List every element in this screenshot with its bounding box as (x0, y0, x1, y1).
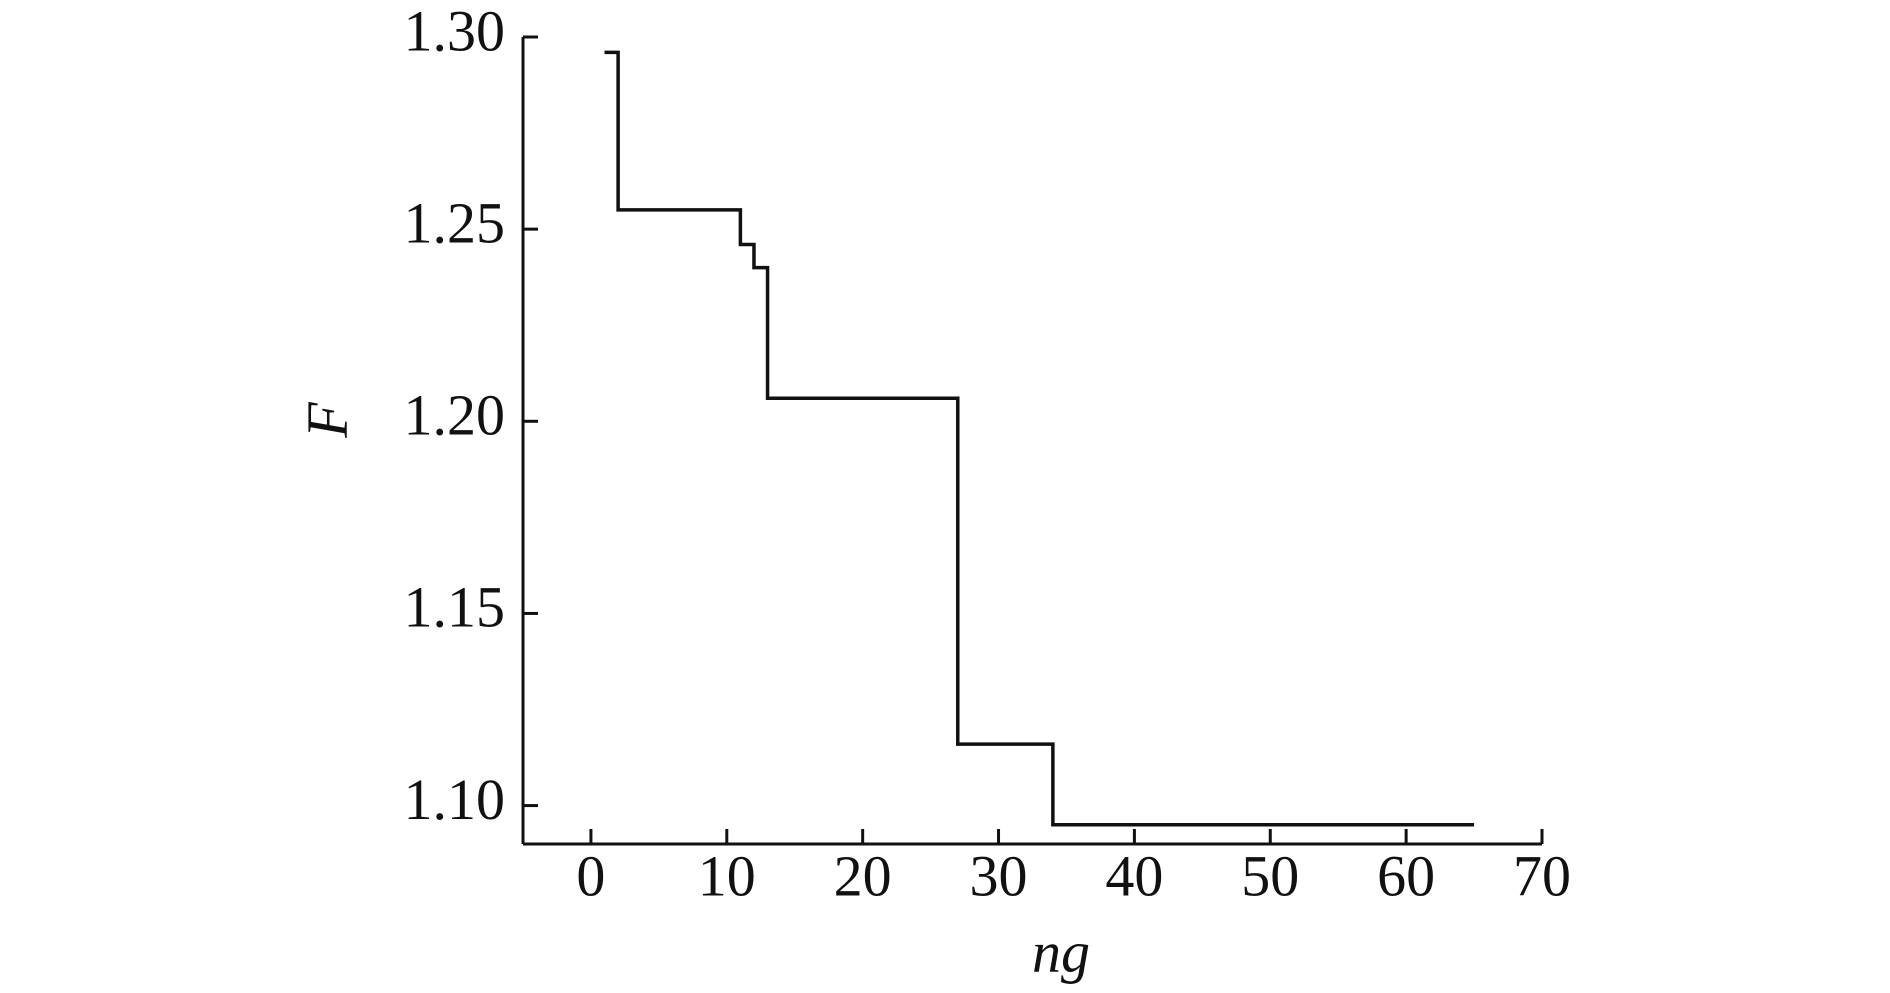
step-line (604, 50, 1475, 827)
y-tick-label: 1.10 (404, 767, 506, 832)
y-axis-title: F (294, 402, 359, 439)
x-tick-label: 70 (1513, 843, 1571, 908)
x-tick-label: 40 (1105, 843, 1163, 908)
x-tick-label: 10 (698, 843, 756, 908)
x-tick-label: 50 (1241, 843, 1299, 908)
y-tick-label: 1.30 (404, 0, 506, 63)
x-tick-label: 20 (834, 843, 892, 908)
x-tick-label: 0 (576, 843, 605, 908)
x-axis-title: ng (1032, 919, 1090, 984)
y-tick-label: 1.25 (404, 190, 506, 255)
x-tick-label: 60 (1377, 843, 1435, 908)
x-tick-label: 30 (970, 843, 1028, 908)
y-tick-label: 1.15 (404, 575, 506, 640)
y-tick-label: 1.20 (404, 383, 506, 448)
